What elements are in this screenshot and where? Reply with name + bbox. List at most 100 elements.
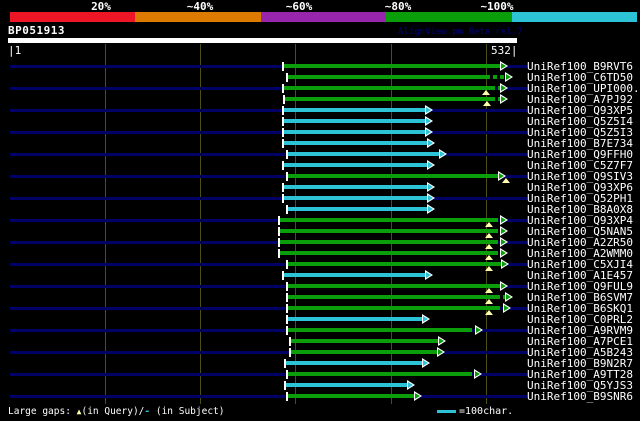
subject-label[interactable]: UniRef100_A7PCE1 (527, 334, 633, 348)
alignment-bar[interactable] (283, 273, 425, 277)
alignment-start-tick (285, 73, 288, 82)
alignment-start-tick (282, 106, 285, 115)
subject-label[interactable]: UniRef100_C6TD50 (527, 70, 633, 84)
alignment-start-tick (285, 150, 288, 159)
alignment-row-line (10, 218, 527, 222)
alignment-bar[interactable] (286, 262, 502, 266)
subject-label[interactable]: UniRef100_Q5YJS3 (527, 378, 633, 392)
subject-label[interactable]: UniRef100_B7E734 (527, 136, 633, 150)
alignment-arrowhead (427, 184, 433, 190)
alignment-bar[interactable] (286, 306, 496, 310)
alignment-bar[interactable] (289, 339, 439, 343)
alignment-bar[interactable] (284, 383, 407, 387)
subject-label[interactable]: UniRef100_Q5NAN5 (527, 224, 633, 238)
alignment-bar[interactable] (286, 174, 497, 178)
subject-label[interactable]: UniRef100_A9RVM9 (527, 323, 633, 337)
alignment-arrowhead (501, 239, 507, 245)
alignment-arrowhead (474, 371, 480, 377)
subject-label[interactable]: UniRef100_B6SVM7 (527, 290, 633, 304)
subject-label[interactable]: UniRef100_Q9SIV3 (527, 169, 633, 183)
alignment-bar[interactable] (289, 350, 438, 354)
alignment-bar[interactable] (286, 372, 469, 376)
alignment-row-line (10, 372, 527, 376)
subject-label[interactable]: UniRef100_C5Z7F7 (527, 158, 633, 172)
subject-label[interactable]: UniRef100_A7PJ92 (527, 92, 633, 106)
subject-label[interactable]: UniRef100_B9RVT6 (527, 59, 633, 73)
alignment-arrowhead (501, 228, 507, 234)
alignment-start-tick (285, 205, 288, 214)
alignment-bar[interactable] (283, 130, 425, 134)
alignment-bar[interactable] (286, 317, 423, 321)
alignment-bar[interactable] (283, 163, 427, 167)
subject-label[interactable]: UniRef100_B8A0X8 (527, 202, 633, 216)
subject-label[interactable]: UniRef100_UPI000.. (527, 81, 640, 95)
alignment-row-line (10, 306, 527, 310)
subject-label[interactable]: UniRef100_Q93XP4 (527, 213, 633, 227)
subject-label[interactable]: UniRef100_C0PRL2 (527, 312, 633, 326)
subject-label[interactable]: UniRef100_A9TT28 (527, 367, 633, 381)
alignment-bar[interactable] (283, 108, 425, 112)
subject-label[interactable]: UniRef100_A1E457 (527, 268, 633, 282)
query-gap-marker (485, 255, 494, 260)
alignment-start-tick (282, 128, 285, 137)
alignment-bar[interactable] (284, 97, 492, 101)
alignment-bar[interactable] (286, 152, 440, 156)
alignment-bar-gap-dashes (494, 251, 501, 255)
alignment-bar[interactable] (283, 141, 427, 145)
alignment-bar[interactable] (286, 207, 427, 211)
subject-label[interactable]: UniRef100_A5B243 (527, 345, 633, 359)
alignment-start-tick (282, 183, 285, 192)
alignment-arrowhead (423, 360, 429, 366)
subject-label[interactable]: UniRef100_Q5Z5I4 (527, 114, 633, 128)
query-gap-marker (485, 266, 494, 271)
subject-label[interactable]: UniRef100_Q5Z5I3 (527, 125, 633, 139)
subject-label[interactable]: UniRef100_B9N2R7 (527, 356, 633, 370)
query-gap-marker (485, 233, 494, 238)
subject-label[interactable]: UniRef100_Q9FFH0 (527, 147, 633, 161)
alignment-bar[interactable] (283, 119, 425, 123)
alignment-bar[interactable] (279, 229, 495, 233)
alignment-row-line (10, 64, 527, 68)
subject-label[interactable]: UniRef100_A2ZR50 (527, 235, 633, 249)
query-gap-marker (485, 288, 494, 293)
alignment-arrowhead (501, 217, 507, 223)
identity-scale-label: ~100% (480, 0, 514, 13)
alignment-arrowhead (423, 316, 429, 322)
alignment-arrowhead (425, 129, 431, 135)
alignment-bar[interactable] (286, 394, 414, 398)
alignment-bar[interactable] (283, 86, 492, 90)
query-gap-marker (501, 178, 510, 183)
alignment-bar[interactable] (286, 284, 501, 288)
alignment-bar[interactable] (279, 251, 495, 255)
alignment-start-tick (285, 315, 288, 324)
identity-scale-label: 20% (91, 0, 111, 13)
alignment-row-line (10, 240, 527, 244)
alignment-bar[interactable] (283, 196, 427, 200)
subject-label[interactable]: UniRef100_Q93XP5 (527, 103, 633, 117)
alignment-row-line (10, 196, 527, 200)
subject-label[interactable]: UniRef100_Q52PH1 (527, 191, 633, 205)
identity-scale-label: ~60% (285, 0, 313, 13)
alignment-bar[interactable] (279, 240, 495, 244)
query-gap-marker (485, 299, 494, 304)
subject-label[interactable]: UniRef100_Q9FUL9 (527, 279, 633, 293)
subject-label[interactable]: UniRef100_A2WMM0 (527, 246, 633, 260)
alignment-arrowhead (501, 283, 507, 289)
alignment-bar[interactable] (286, 75, 487, 79)
alignment-bar[interactable] (286, 328, 469, 332)
alignment-bar[interactable] (279, 218, 495, 222)
alignment-bar[interactable] (286, 295, 496, 299)
subject-label[interactable]: UniRef100_C5XJI4 (527, 257, 633, 271)
alignment-arrowhead (475, 327, 481, 333)
identity-scale-segment (511, 12, 637, 22)
alignment-arrowhead (501, 63, 507, 69)
subject-label[interactable]: UniRef100_B6SKQ1 (527, 301, 633, 315)
alignment-bar[interactable] (283, 64, 501, 68)
alignment-bar-gap-dashes (491, 97, 501, 101)
alignment-bar[interactable] (283, 185, 427, 189)
alignment-arrowhead (439, 338, 445, 344)
subject-label[interactable]: UniRef100_B9SNR6 (527, 389, 633, 403)
subject-label[interactable]: UniRef100_Q93XP6 (527, 180, 633, 194)
alignment-bar[interactable] (284, 361, 423, 365)
